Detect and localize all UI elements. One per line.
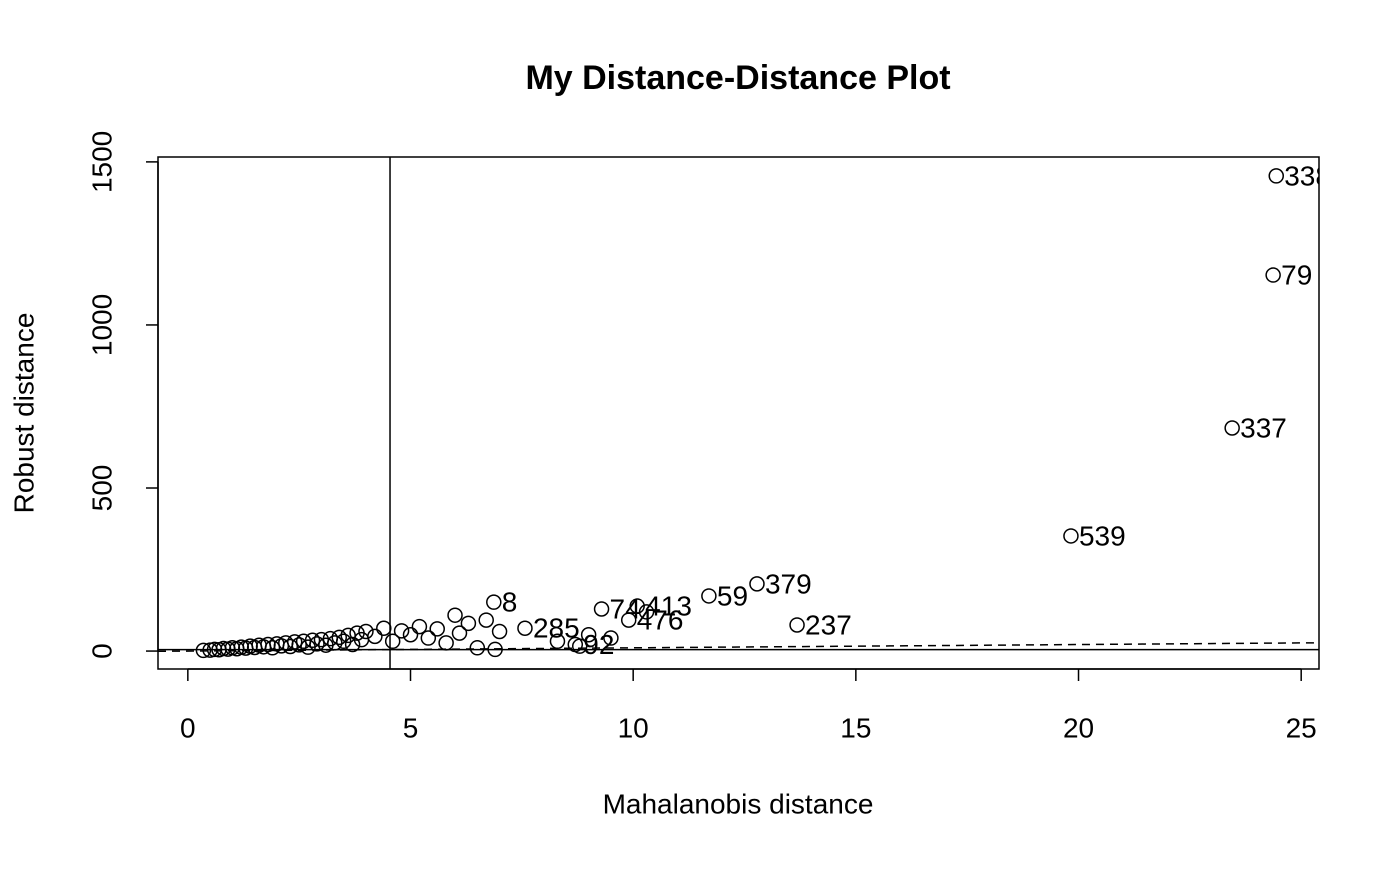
identity-line	[158, 642, 1319, 653]
point	[309, 636, 325, 652]
point	[460, 615, 477, 632]
point-label: 79	[1281, 259, 1312, 290]
x-tick-label: 10	[618, 712, 649, 743]
point-label: 539	[1079, 520, 1126, 551]
point	[749, 576, 765, 592]
point-label: 379	[765, 568, 812, 599]
point	[1265, 267, 1281, 283]
point	[567, 636, 584, 653]
point	[384, 633, 401, 650]
y-tick-label: 0	[86, 643, 117, 659]
y-tick-label: 1000	[86, 294, 117, 356]
chart-title: My Distance-Distance Plot	[525, 59, 950, 97]
point-label: 92	[583, 629, 614, 660]
point	[447, 607, 463, 623]
x-tick-label: 25	[1286, 712, 1317, 743]
point	[327, 635, 343, 651]
point	[491, 623, 508, 640]
point	[264, 640, 281, 656]
point	[517, 620, 533, 636]
point	[1063, 528, 1079, 544]
point-label: 8	[502, 587, 518, 618]
x-tick-label: 5	[403, 712, 419, 743]
point	[286, 634, 303, 650]
point-label: 413	[645, 590, 692, 621]
point	[478, 612, 494, 628]
point	[438, 635, 454, 651]
point	[549, 633, 566, 650]
point	[580, 627, 597, 643]
x-tick-label: 0	[180, 712, 196, 743]
point	[487, 641, 503, 658]
point	[420, 630, 437, 646]
point	[195, 642, 212, 659]
point	[451, 625, 468, 641]
point	[486, 594, 502, 610]
point	[629, 598, 645, 614]
point-label: 476	[637, 604, 684, 635]
point	[358, 623, 374, 640]
y-tick-label: 500	[86, 465, 117, 512]
point	[331, 629, 348, 646]
point-label: 338	[1284, 160, 1331, 191]
x-tick-label: 20	[1063, 712, 1094, 743]
point	[411, 618, 428, 635]
point	[1224, 420, 1240, 436]
point	[304, 632, 321, 649]
point	[402, 627, 419, 643]
y-axis-title: Robust distance	[8, 313, 39, 514]
point	[376, 620, 392, 636]
point-label: 285	[533, 613, 580, 644]
point	[282, 638, 299, 655]
x-axis-title: Mahalanobis distance	[603, 788, 874, 819]
point	[367, 628, 383, 645]
point-label: 337	[1240, 412, 1287, 443]
point	[603, 630, 619, 646]
point	[620, 612, 637, 628]
point	[789, 617, 805, 633]
point	[393, 623, 410, 639]
x-tick-label: 15	[840, 712, 871, 743]
point	[593, 601, 610, 617]
point-label: 237	[805, 609, 852, 640]
point	[701, 588, 717, 604]
y-tick-label: 1500	[86, 131, 117, 193]
point	[291, 637, 307, 653]
point	[429, 621, 445, 637]
point	[469, 640, 486, 656]
point-label: 59	[717, 580, 748, 611]
point	[1268, 168, 1284, 184]
